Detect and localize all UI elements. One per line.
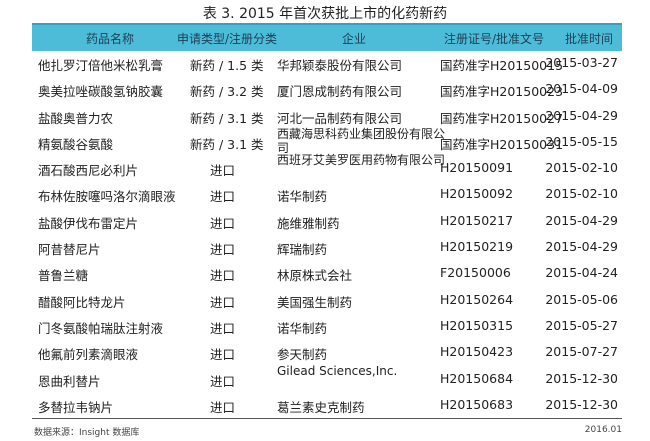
cell-drug-name: 布林佐胺噻吗洛尔滴眼液 [38, 189, 176, 205]
table-title: 表 3. 2015 年首次获批上市的化药新药 [202, 6, 448, 22]
cell-date: 2015-03-27 [545, 55, 618, 70]
cell-company: 诺华制药 [277, 189, 328, 205]
cell-reg-no: H20150092 [440, 186, 514, 202]
cell-reg-no: H20150219 [440, 239, 514, 255]
cell-date: 2015-05-06 [545, 291, 618, 307]
cell-drug-name: 精氨酸谷氨酸 [38, 136, 114, 152]
cell-company: 西藏海思科药业集团股份有限公司 [277, 126, 446, 155]
table-row: 盐酸伊伐布雷定片 进口 施维雅制药 H20150217 2015-04-29 [32, 208, 622, 234]
table-row: 恩曲利替片 进口 Gilead Sciences,Inc. H20150684 2015… [32, 363, 622, 392]
table-row: 多替拉韦钠片 进口 葛兰素史克制药 H20150683 2015-12-30 [32, 392, 622, 418]
cell-drug-name: 酒石酸西尼必利片 [38, 163, 139, 179]
cell-date: 2015-12-30 [545, 370, 618, 386]
header-date: 批准时间 [565, 32, 614, 46]
cell-drug-name: 恩曲利替片 [38, 373, 101, 389]
cell-type: 进口 [210, 320, 236, 336]
cell-drug-name: 门冬氨酸帕瑞肽注射液 [38, 320, 164, 336]
table-row: 布林佐胺噻吗洛尔滴眼液 进口 诺华制药 H20150092 2015-02-10 [32, 181, 622, 207]
header-company: 企业 [342, 32, 367, 46]
cell-date: 2015-02-10 [545, 186, 618, 202]
cell-company: 参天制药 [277, 347, 328, 363]
cell-reg-no: 国药准字H20150031 [440, 136, 564, 152]
table-row: 奥美拉唑碳酸氢钠胶囊 新药 / 3.2 类厦门恩成制药有限公司 国药准字H20150… [32, 76, 622, 102]
cell-date: 2015-04-09 [545, 81, 618, 97]
cell-company: 西班牙艾美罗医用药物有限公司 [277, 153, 446, 168]
header-drug-name: 药品名称 [86, 32, 135, 46]
cell-drug-name: 盐酸奥普力农 [38, 110, 114, 126]
cell-reg-no: H20150217 [440, 212, 514, 228]
table-row: 盐酸奥普力农 新药 / 3.1 类河北一品制药有限公司 国药准字H20150027 2… [32, 103, 622, 129]
cell-reg-no: H20150264 [440, 291, 514, 307]
cell-date: 2015-05-15 [545, 133, 618, 149]
cell-type: 进口 [210, 399, 236, 415]
header-reg-no: 注册证号/批准文号 [444, 32, 545, 46]
cell-reg-no: 国药准字H20150015 [440, 58, 564, 73]
cell-type: 进口 [210, 215, 236, 231]
table-row: 酒石酸西尼必利片 进口 西班牙艾美罗医用药物有限公司 H20150091 2015-02… [32, 153, 622, 181]
cell-company: 葛兰素史克制药 [277, 399, 365, 415]
table-row: 阿昔替尼片 进口 辉瑞制药 H20150219 2015-04-29 [32, 234, 622, 260]
cell-type: 进口 [210, 163, 236, 179]
table-row: 精氨酸谷氨酸 新药 / 3.1 类西藏海思科药业集团股份有限公司 国药准字H2015… [32, 126, 622, 155]
cell-drug-name: 多替拉韦钠片 [38, 399, 114, 415]
cell-company: 厦门恩成制药有限公司 [277, 84, 403, 100]
report-date: 2016.01 [584, 425, 622, 435]
cell-drug-name: 醋酸阿比特龙片 [38, 294, 126, 310]
data-source: 数据来源：Insight 数据库 [34, 428, 140, 438]
cell-company: 林原株式会社 [277, 268, 353, 284]
cell-type: 进口 [210, 268, 236, 284]
table-row: 门冬氨酸帕瑞肽注射液 进口 诺华制药 H20150315 2015-05-27 [32, 313, 622, 339]
cell-type: 新药 / 1.5 类 [190, 58, 264, 73]
table-header: 药品名称 申请类型/注册分类 企业 注册证号/批准文号 批准时间 [32, 23, 622, 51]
cell-reg-no: H20150684 [440, 370, 514, 386]
cell-date: 2015-05-27 [545, 317, 618, 333]
cell-type: 新药 / 3.2 类 [190, 84, 264, 100]
cell-reg-no: 国药准字H20150023 [440, 84, 564, 100]
table-row: 他扎罗汀倍他米松乳膏 新药 / 1.5 类华邦颖泰股份有限公司 国药准字H20150… [32, 50, 622, 76]
cell-reg-no: 国药准字H20150027 [440, 110, 564, 126]
table-row: 醋酸阿比特龙片 进口 美国强生制药 H20150264 2015-05-06 [32, 287, 622, 313]
cell-drug-name: 他扎罗汀倍他米松乳膏 [38, 58, 164, 73]
cell-date: 2015-12-30 [545, 396, 618, 412]
cell-drug-name: 他氟前列素滴眼液 [38, 347, 139, 363]
cell-company: 华邦颖泰股份有限公司 [277, 58, 403, 73]
cell-type: 进口 [210, 373, 236, 389]
cell-reg-no: F20150006 [440, 265, 511, 281]
table-row: 他氟前列素滴眼液 进口 参天制药 H20150423 2015-07-27 [32, 339, 622, 365]
cell-company: 施维雅制药 [277, 215, 340, 231]
table-bottom-rule [32, 418, 622, 419]
cell-company: 辉瑞制药 [277, 242, 328, 258]
table-row: 普鲁兰糖 进口 林原株式会社 F20150006 2015-04-24 [32, 260, 622, 286]
cell-date: 2015-04-24 [545, 265, 618, 281]
table-body: 他扎罗汀倍他米松乳膏 新药 / 1.5 类华邦颖泰股份有限公司 国药准字H20150… [32, 50, 622, 418]
cell-type: 进口 [210, 294, 236, 310]
cell-date: 2015-07-27 [545, 344, 618, 360]
cell-reg-no: H20150091 [440, 160, 514, 176]
cell-company: 诺华制药 [277, 320, 328, 336]
cell-type: 进口 [210, 189, 236, 205]
cell-company: Gilead Sciences,Inc. [277, 363, 398, 378]
cell-date: 2015-04-29 [545, 107, 618, 123]
cell-type: 进口 [210, 347, 236, 363]
cell-date: 2015-04-29 [545, 239, 618, 255]
cell-type: 进口 [210, 242, 236, 258]
cell-reg-no: H20150315 [440, 317, 514, 333]
cell-drug-name: 普鲁兰糖 [38, 268, 89, 284]
cell-company: 美国强生制药 [277, 294, 353, 310]
cell-drug-name: 盐酸伊伐布雷定片 [38, 215, 139, 231]
cell-drug-name: 奥美拉唑碳酸氢钠胶囊 [38, 84, 164, 100]
header-type: 申请类型/注册分类 [177, 32, 278, 46]
cell-type: 新药 / 3.1 类 [190, 136, 264, 152]
cell-date: 2015-04-29 [545, 212, 618, 228]
cell-reg-no: H20150683 [440, 396, 514, 412]
cell-drug-name: 阿昔替尼片 [38, 242, 101, 258]
cell-company: 河北一品制药有限公司 [277, 110, 403, 126]
cell-type: 新药 / 3.1 类 [190, 110, 264, 126]
cell-date: 2015-02-10 [545, 160, 618, 176]
cell-reg-no: H20150423 [440, 344, 514, 360]
